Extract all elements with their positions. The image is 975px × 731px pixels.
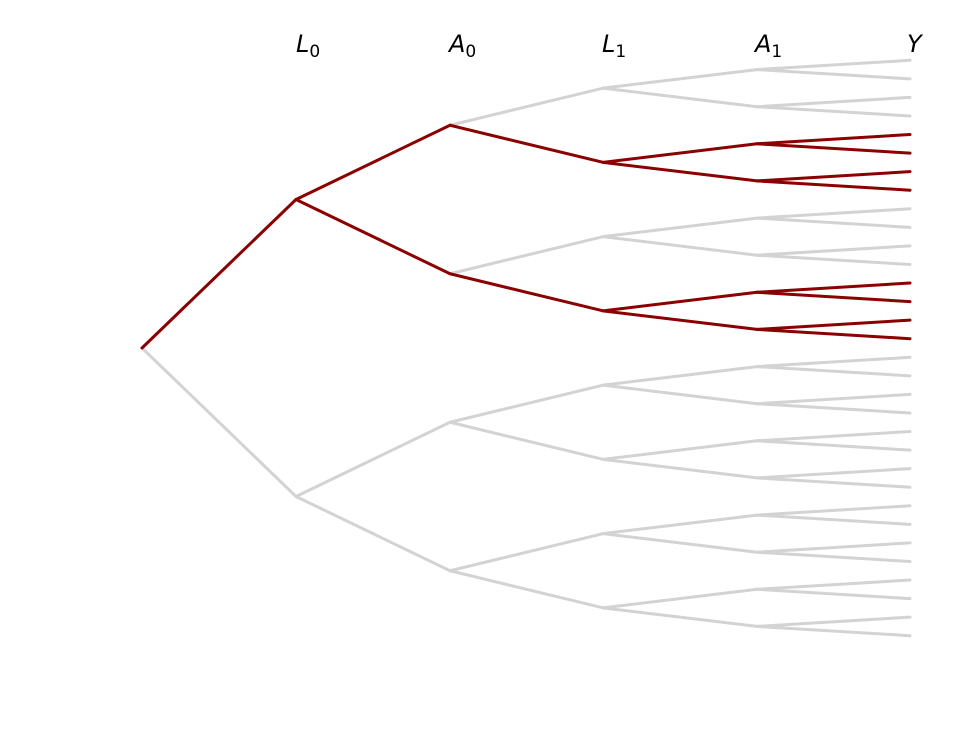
tree-edge-muted-1010 <box>601 235 759 257</box>
tree-edge-highlighted-1100 <box>601 160 759 183</box>
tree-edge-muted-01101 <box>755 392 912 406</box>
tree-edge-muted-00001 <box>755 615 912 628</box>
tree-edge-muted-00100 <box>755 550 912 563</box>
tree-edge-highlighted-1 <box>140 198 298 350</box>
level-label-l0: L0 <box>296 30 320 62</box>
tree-edge-muted-01011 <box>755 430 912 443</box>
tree-edge-highlighted-10001 <box>755 318 912 331</box>
tree-edge-muted-1111 <box>601 68 759 90</box>
tree-edge-muted-0110 <box>601 383 759 406</box>
tree-edge-highlighted-1000 <box>601 309 759 331</box>
tree-edge-muted-01000 <box>755 476 912 489</box>
tree-edge-muted-00011 <box>755 578 912 591</box>
tree-edge-highlighted-1101 <box>601 142 759 164</box>
tree-edge-muted-01110 <box>755 365 912 378</box>
tree-edge-muted-011 <box>448 383 605 424</box>
tree-edge-muted-10110 <box>755 216 912 229</box>
tree-edge-muted-00 <box>294 495 452 573</box>
level-label-a0: A0 <box>447 30 476 62</box>
level-labels: L0 A0 L1 A1 Y <box>296 30 924 62</box>
tree-edge-muted-1110 <box>601 86 759 109</box>
tree-edge-muted-00010 <box>755 587 912 601</box>
tree-edge-highlighted-10011 <box>755 281 912 294</box>
tree-edges <box>140 58 912 638</box>
tree-edge-muted-11101 <box>755 95 912 109</box>
tree-edge-highlighted-11 <box>294 123 452 201</box>
level-label-y: Y <box>907 30 924 58</box>
tree-edge-muted-0010 <box>601 532 759 554</box>
tree-edge-muted-0111 <box>601 365 759 387</box>
tree-edge-muted-0011 <box>601 513 759 536</box>
tree-edge-muted-0001 <box>601 587 759 610</box>
tree-edge-highlighted-11010 <box>755 142 912 155</box>
tree-edge-highlighted-11000 <box>755 179 912 192</box>
tree-edge-highlighted-110 <box>448 123 605 164</box>
tree-edge-highlighted-1001 <box>601 290 759 313</box>
tree-edge-muted-010 <box>448 420 605 461</box>
tree-edge-muted-10101 <box>755 244 912 257</box>
tree-edge-highlighted-100 <box>448 272 605 313</box>
tree-edge-muted-01010 <box>755 439 912 452</box>
tree-edge-muted-11111 <box>755 58 912 72</box>
tree-edge-muted-01001 <box>755 467 912 480</box>
tree-edge-highlighted-11011 <box>755 133 912 146</box>
tree-edge-muted-101 <box>448 235 605 276</box>
tree-edge-muted-0101 <box>601 439 759 461</box>
tree-edge-muted-11110 <box>755 68 912 81</box>
tree-edge-muted-10111 <box>755 207 912 220</box>
tree-edge-muted-10100 <box>755 253 912 266</box>
tree-edge-highlighted-10 <box>294 198 452 276</box>
tree-edge-muted-1011 <box>601 216 759 239</box>
tree-edge-muted-111 <box>448 86 605 127</box>
tree-edge-muted-00000 <box>755 624 912 638</box>
tree-edge-muted-000 <box>448 569 605 610</box>
tree-edge-muted-01111 <box>755 355 912 369</box>
tree-edge-muted-00101 <box>755 541 912 554</box>
tree-edge-muted-00111 <box>755 504 912 517</box>
level-label-l1: L1 <box>602 30 626 62</box>
tree-edge-muted-001 <box>448 532 605 573</box>
tree-edge-muted-0 <box>140 346 298 498</box>
tree-edge-highlighted-11001 <box>755 170 912 183</box>
tree-edge-muted-11100 <box>755 105 912 118</box>
tree-edge-highlighted-10010 <box>755 290 912 304</box>
tree-edge-highlighted-10000 <box>755 327 912 341</box>
tree-edge-muted-00110 <box>755 513 912 526</box>
tree-edge-muted-0000 <box>601 606 759 628</box>
tree-edge-muted-01100 <box>755 402 912 415</box>
tree-edge-muted-0100 <box>601 457 759 480</box>
tree-edge-muted-01 <box>294 420 452 498</box>
level-label-a1: A1 <box>753 30 782 62</box>
